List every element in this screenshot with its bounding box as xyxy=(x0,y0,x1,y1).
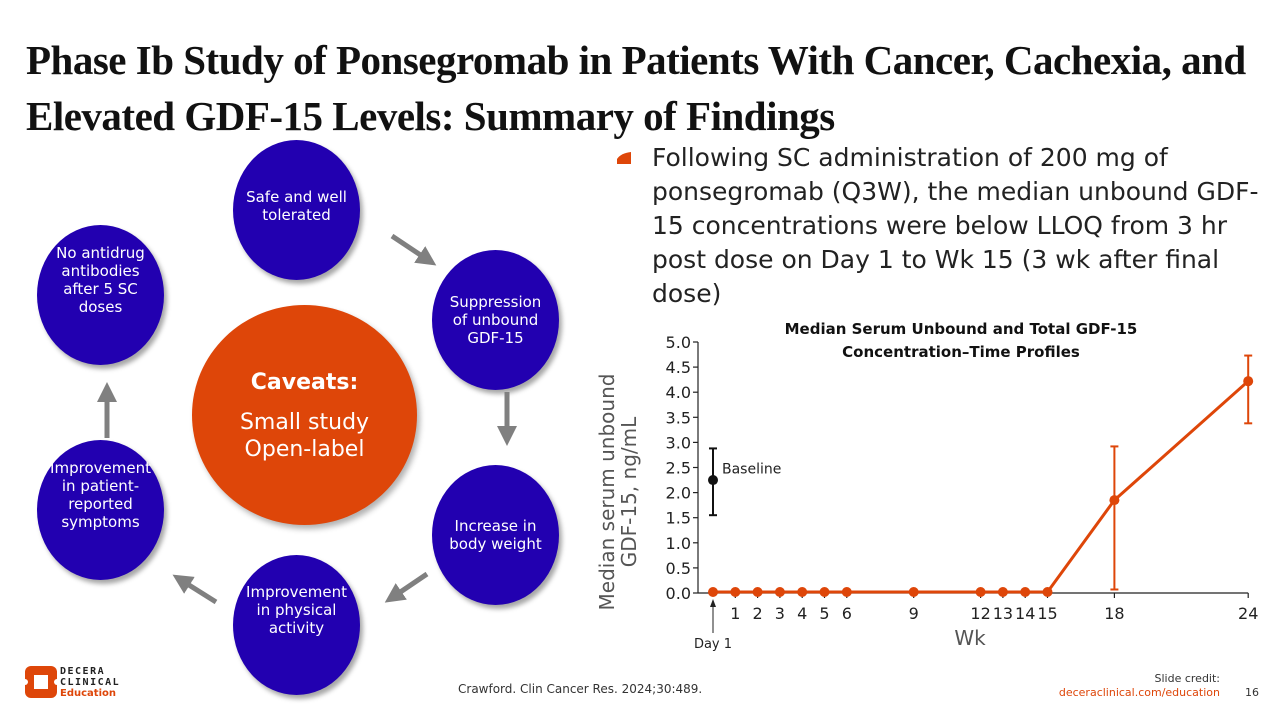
gdf15-chart: Median Serum Unbound and Total GDF-15 Co… xyxy=(595,320,1258,652)
x-tick-label: 6 xyxy=(842,604,852,623)
credit-label: Slide credit: xyxy=(1154,672,1221,685)
data-point xyxy=(1020,586,1031,597)
series-line xyxy=(713,380,1250,594)
data-point xyxy=(1243,376,1254,387)
y-tick-label: 0.5 xyxy=(666,559,691,578)
x-axis-label: Wk xyxy=(954,626,986,650)
finding-circle-suppression: Suppression of unbound GDF-15 xyxy=(432,250,559,390)
arrow-icon xyxy=(384,571,429,603)
logo-line: Education xyxy=(60,688,116,699)
y-tick-label: 5.0 xyxy=(666,333,691,352)
finding-circle-weight: Increase in body weight xyxy=(432,465,559,605)
y-tick-label: 3.0 xyxy=(666,433,691,452)
y-tick-label: 2.5 xyxy=(666,459,691,478)
x-tick-label: 24 xyxy=(1238,604,1258,623)
x-tick-label: 18 xyxy=(1104,604,1124,623)
y-tick-label: 1.5 xyxy=(666,509,691,528)
chart-title-line: Median Serum Unbound and Total GDF-15 xyxy=(785,320,1138,338)
y-tick-label: 1.0 xyxy=(666,534,691,553)
x-tick-label: 12 xyxy=(970,604,990,623)
x-tick-label: 13 xyxy=(993,604,1013,623)
baseline-label: Baseline xyxy=(722,462,781,478)
data-point xyxy=(819,586,830,597)
data-point xyxy=(752,586,763,597)
finding-circle-symptoms: Improvement in patient-reported symptoms xyxy=(37,440,164,580)
data-point xyxy=(975,586,986,597)
finding-circle-safe: Safe and well tolerated xyxy=(233,140,360,280)
x-tick-label: 1 xyxy=(730,604,740,623)
logo-line: DECERA xyxy=(60,666,106,677)
caveats-circle: Caveats: Small study Open-label xyxy=(192,305,417,525)
x-tick-label: 9 xyxy=(909,604,919,623)
finding-label: Improvement in physical activity xyxy=(246,583,347,637)
data-point xyxy=(708,586,718,597)
y-tick-label: 2.0 xyxy=(666,484,691,503)
arrow-icon xyxy=(390,233,437,266)
finding-label: Suppression of unbound GDF-15 xyxy=(449,293,542,347)
y-axis-label: GDF-15, ng/mL xyxy=(617,416,641,567)
logo-line: CLINICAL xyxy=(60,677,121,688)
y-tick-label: 0.0 xyxy=(666,584,691,603)
x-tick-label: 4 xyxy=(797,604,807,623)
decera-logo-icon xyxy=(25,666,57,698)
x-tick-label: 2 xyxy=(753,604,763,623)
data-point xyxy=(908,586,919,597)
x-tick-label: 3 xyxy=(775,604,785,623)
slide-credit: Slide credit: deceraclinical.com/educati… xyxy=(1059,672,1220,700)
y-tick-label: 3.5 xyxy=(666,408,691,427)
data-point xyxy=(797,586,808,597)
finding-circle-antidrug: No antidrug antibodies after 5 SC doses xyxy=(37,225,164,365)
arrow-icon xyxy=(172,574,218,605)
day1-arrowhead-icon xyxy=(710,599,716,607)
slide-title: Phase Ib Study of Ponsegromab in Patient… xyxy=(26,37,1246,139)
y-tick-label: 4.0 xyxy=(666,383,691,402)
data-point xyxy=(730,586,741,597)
caveats-body: Small study Open-label xyxy=(192,409,417,463)
y-tick-label: 4.5 xyxy=(666,358,691,377)
data-point xyxy=(774,586,785,597)
chart-title-line: Concentration–Time Profiles xyxy=(842,343,1080,361)
caveat-item: Open-label xyxy=(244,437,365,462)
caveats-heading: Caveats: xyxy=(250,370,359,395)
baseline-point xyxy=(708,475,718,486)
citation: Crawford. Clin Cancer Res. 2024;30:489. xyxy=(458,682,703,696)
x-tick-label: 15 xyxy=(1037,604,1057,623)
y-axis-label: Median serum unbound xyxy=(595,374,619,611)
x-tick-label: 5 xyxy=(819,604,829,623)
diagram-arrows xyxy=(97,233,517,605)
finding-label: No antidrug antibodies after 5 SC doses xyxy=(56,244,145,316)
data-point xyxy=(1042,586,1053,597)
bullet-text: Following SC administration of 200 mg of… xyxy=(652,143,1259,308)
day1-label: Day 1 xyxy=(694,637,732,652)
data-point xyxy=(997,586,1008,597)
data-point xyxy=(1109,495,1120,506)
page-number: 16 xyxy=(1245,686,1259,699)
caveat-item: Small study xyxy=(239,410,370,435)
finding-label: Improvement in patient-reported symptoms xyxy=(50,459,151,531)
decera-logo-text: DECERA CLINICAL Education xyxy=(60,666,120,699)
x-tick-label: 14 xyxy=(1015,604,1035,623)
finding-label: Safe and well tolerated xyxy=(246,188,347,224)
data-point xyxy=(841,586,852,597)
finding-label: Increase in body weight xyxy=(449,517,542,553)
bullet-icon xyxy=(617,152,631,164)
credit-link[interactable]: deceraclinical.com/education xyxy=(1058,686,1220,699)
finding-circle-activity: Improvement in physical activity xyxy=(233,555,360,695)
